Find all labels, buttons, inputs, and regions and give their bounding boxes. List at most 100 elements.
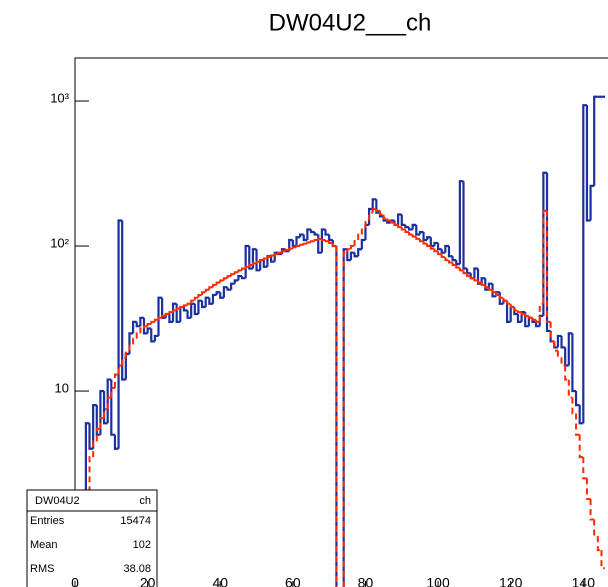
reference-step: [600, 550, 606, 570]
reference-step: [88, 456, 94, 493]
reference-step: [146, 322, 152, 327]
reference-step: [477, 280, 482, 284]
reference-step: [480, 282, 486, 286]
reference-step: [371, 208, 377, 213]
reference-step: [466, 273, 471, 278]
reference-step: [342, 251, 348, 587]
x-tick-label: 120: [499, 575, 523, 587]
histogram-step: [505, 300, 511, 323]
histogram-step: [578, 405, 584, 425]
histogram-step: [262, 260, 268, 268]
reference-step: [571, 397, 577, 415]
histogram-step: [335, 246, 338, 587]
histogram-step: [535, 321, 540, 328]
reference-step: [197, 293, 203, 298]
reference-step: [233, 271, 239, 275]
histogram-step: [193, 303, 199, 316]
reference-step: [357, 233, 362, 241]
histogram-step: [121, 220, 126, 381]
reference-step: [124, 349, 130, 358]
histogram-step: [466, 268, 471, 275]
reference-step: [364, 219, 370, 228]
histogram-step: [219, 292, 224, 299]
reference-step: [113, 373, 119, 388]
reference-step: [375, 209, 380, 212]
reference-step: [132, 337, 137, 345]
reference-step: [230, 273, 235, 277]
reference-step: [455, 264, 460, 269]
reference-step: [317, 237, 322, 241]
reference-step: [567, 379, 573, 399]
reference-step: [437, 251, 442, 256]
reference-step: [429, 246, 435, 250]
reference-step: [110, 386, 115, 398]
reference-step: [368, 211, 373, 221]
histogram-step: [124, 352, 130, 380]
histogram-step: [299, 233, 304, 238]
histogram-step: [462, 181, 468, 270]
stats-value: 38.08: [123, 563, 151, 575]
reference-step: [222, 277, 228, 281]
reference-step: [462, 270, 468, 275]
reference-step: [302, 242, 308, 245]
histogram-step: [422, 231, 428, 242]
histogram-step: [375, 199, 380, 214]
histogram-step: [186, 310, 192, 319]
histogram-step: [197, 299, 203, 314]
reference-step: [408, 231, 413, 236]
reference-step: [469, 276, 475, 280]
histogram-step: [102, 391, 108, 425]
stats-box: DW04U2 ch Entries 15474 Mean 102 RMS 38.08: [26, 489, 158, 587]
reference-step: [564, 365, 569, 381]
histogram-step: [255, 249, 261, 272]
histogram-step: [473, 267, 479, 279]
histogram-step: [182, 306, 188, 312]
reference-step: [226, 275, 232, 279]
histogram-step: [585, 105, 591, 222]
reference-step: [458, 267, 464, 272]
histogram-step: [135, 321, 141, 328]
histogram-step: [458, 180, 464, 265]
histogram-step: [516, 313, 522, 323]
reference-step: [299, 243, 304, 247]
histogram-step: [415, 224, 420, 236]
x-tick-label: 40: [212, 575, 228, 587]
histogram-step: [357, 248, 362, 257]
histogram-step: [302, 234, 308, 242]
histogram-step: [222, 286, 228, 298]
histogram-step: [593, 95, 598, 186]
reference-step: [310, 240, 315, 243]
histogram-step: [291, 240, 297, 248]
reference-step: [349, 245, 355, 250]
reference-step: [306, 241, 312, 244]
histogram-step: [161, 297, 166, 319]
histogram-step: [113, 434, 119, 450]
histogram-step: [313, 231, 319, 236]
reference-step: [495, 292, 500, 296]
reference-step: [288, 247, 293, 250]
histogram-step: [567, 332, 573, 366]
reference-step: [135, 332, 141, 339]
histogram-step: [582, 104, 587, 424]
reference-step: [575, 413, 580, 436]
histogram-step: [306, 228, 312, 241]
reference-step: [404, 229, 410, 233]
reference-step: [128, 343, 134, 351]
reference-step: [553, 341, 558, 352]
y-tick-label: 10: [55, 380, 69, 395]
reference-step: [291, 246, 297, 249]
histogram-step: [110, 379, 115, 436]
histogram-step: [411, 223, 417, 230]
histogram-step: [444, 244, 449, 253]
y-tick-label: 10³: [50, 90, 69, 105]
stats-label: RMS: [30, 563, 54, 575]
reference-step: [520, 312, 526, 315]
reference-step: [397, 224, 402, 229]
reference-step: [596, 536, 602, 552]
reference-step: [546, 210, 551, 323]
reference-step: [211, 283, 217, 288]
reference-step: [593, 519, 598, 538]
histogram-step: [571, 333, 577, 393]
reference-step: [193, 296, 199, 301]
